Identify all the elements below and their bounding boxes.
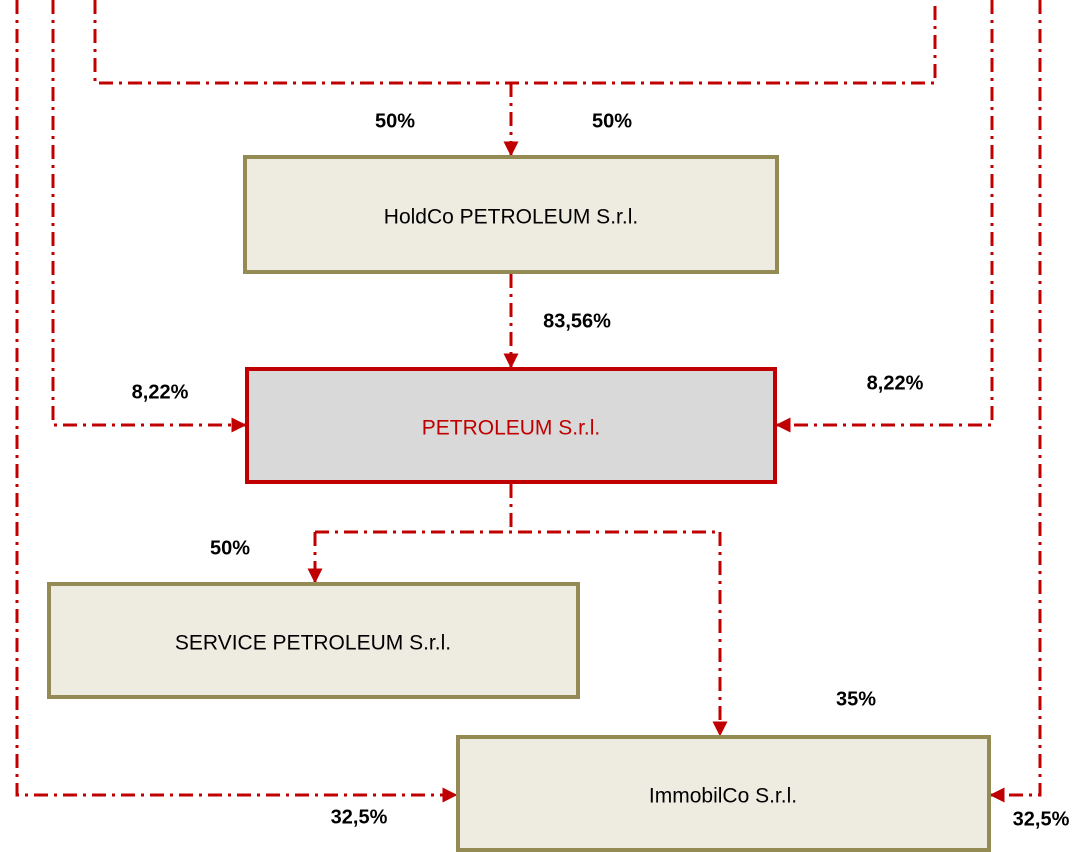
link <box>989 0 1042 803</box>
edge-label: 50% <box>592 110 632 132</box>
node-box <box>456 735 991 852</box>
edge-label: 50% <box>210 537 250 559</box>
edge-label: 35% <box>836 688 876 710</box>
node-label: PETROLEUM S.r.l. <box>422 417 601 440</box>
edge-label: 8,22% <box>132 381 189 403</box>
edge-label: 50% <box>375 110 415 132</box>
node-label: HoldCo PETROLEUM S.r.l. <box>384 206 638 229</box>
edge-label: 83,56% <box>543 310 611 332</box>
link <box>93 0 937 85</box>
node-label: ImmobilCo S.r.l. <box>649 785 797 808</box>
edge-label: 32,5% <box>331 806 388 828</box>
edge-label: 32,5% <box>1013 808 1070 830</box>
node-label: SERVICE PETROLEUM S.r.l. <box>175 632 451 655</box>
links <box>15 0 1042 803</box>
nodes: HoldCo PETROLEUM S.r.l. PETROLEUM S.r.l.… <box>47 155 991 852</box>
edge-label: 8,22% <box>867 372 924 394</box>
link <box>775 0 994 433</box>
node-box <box>243 155 779 274</box>
node-box <box>245 367 777 484</box>
link <box>51 0 247 433</box>
node-box <box>47 582 580 699</box>
link <box>15 0 458 803</box>
edge-labels: 50% 50% 83,56% 8,22% 8,22% 50% 35% 32,5%… <box>132 110 1070 830</box>
